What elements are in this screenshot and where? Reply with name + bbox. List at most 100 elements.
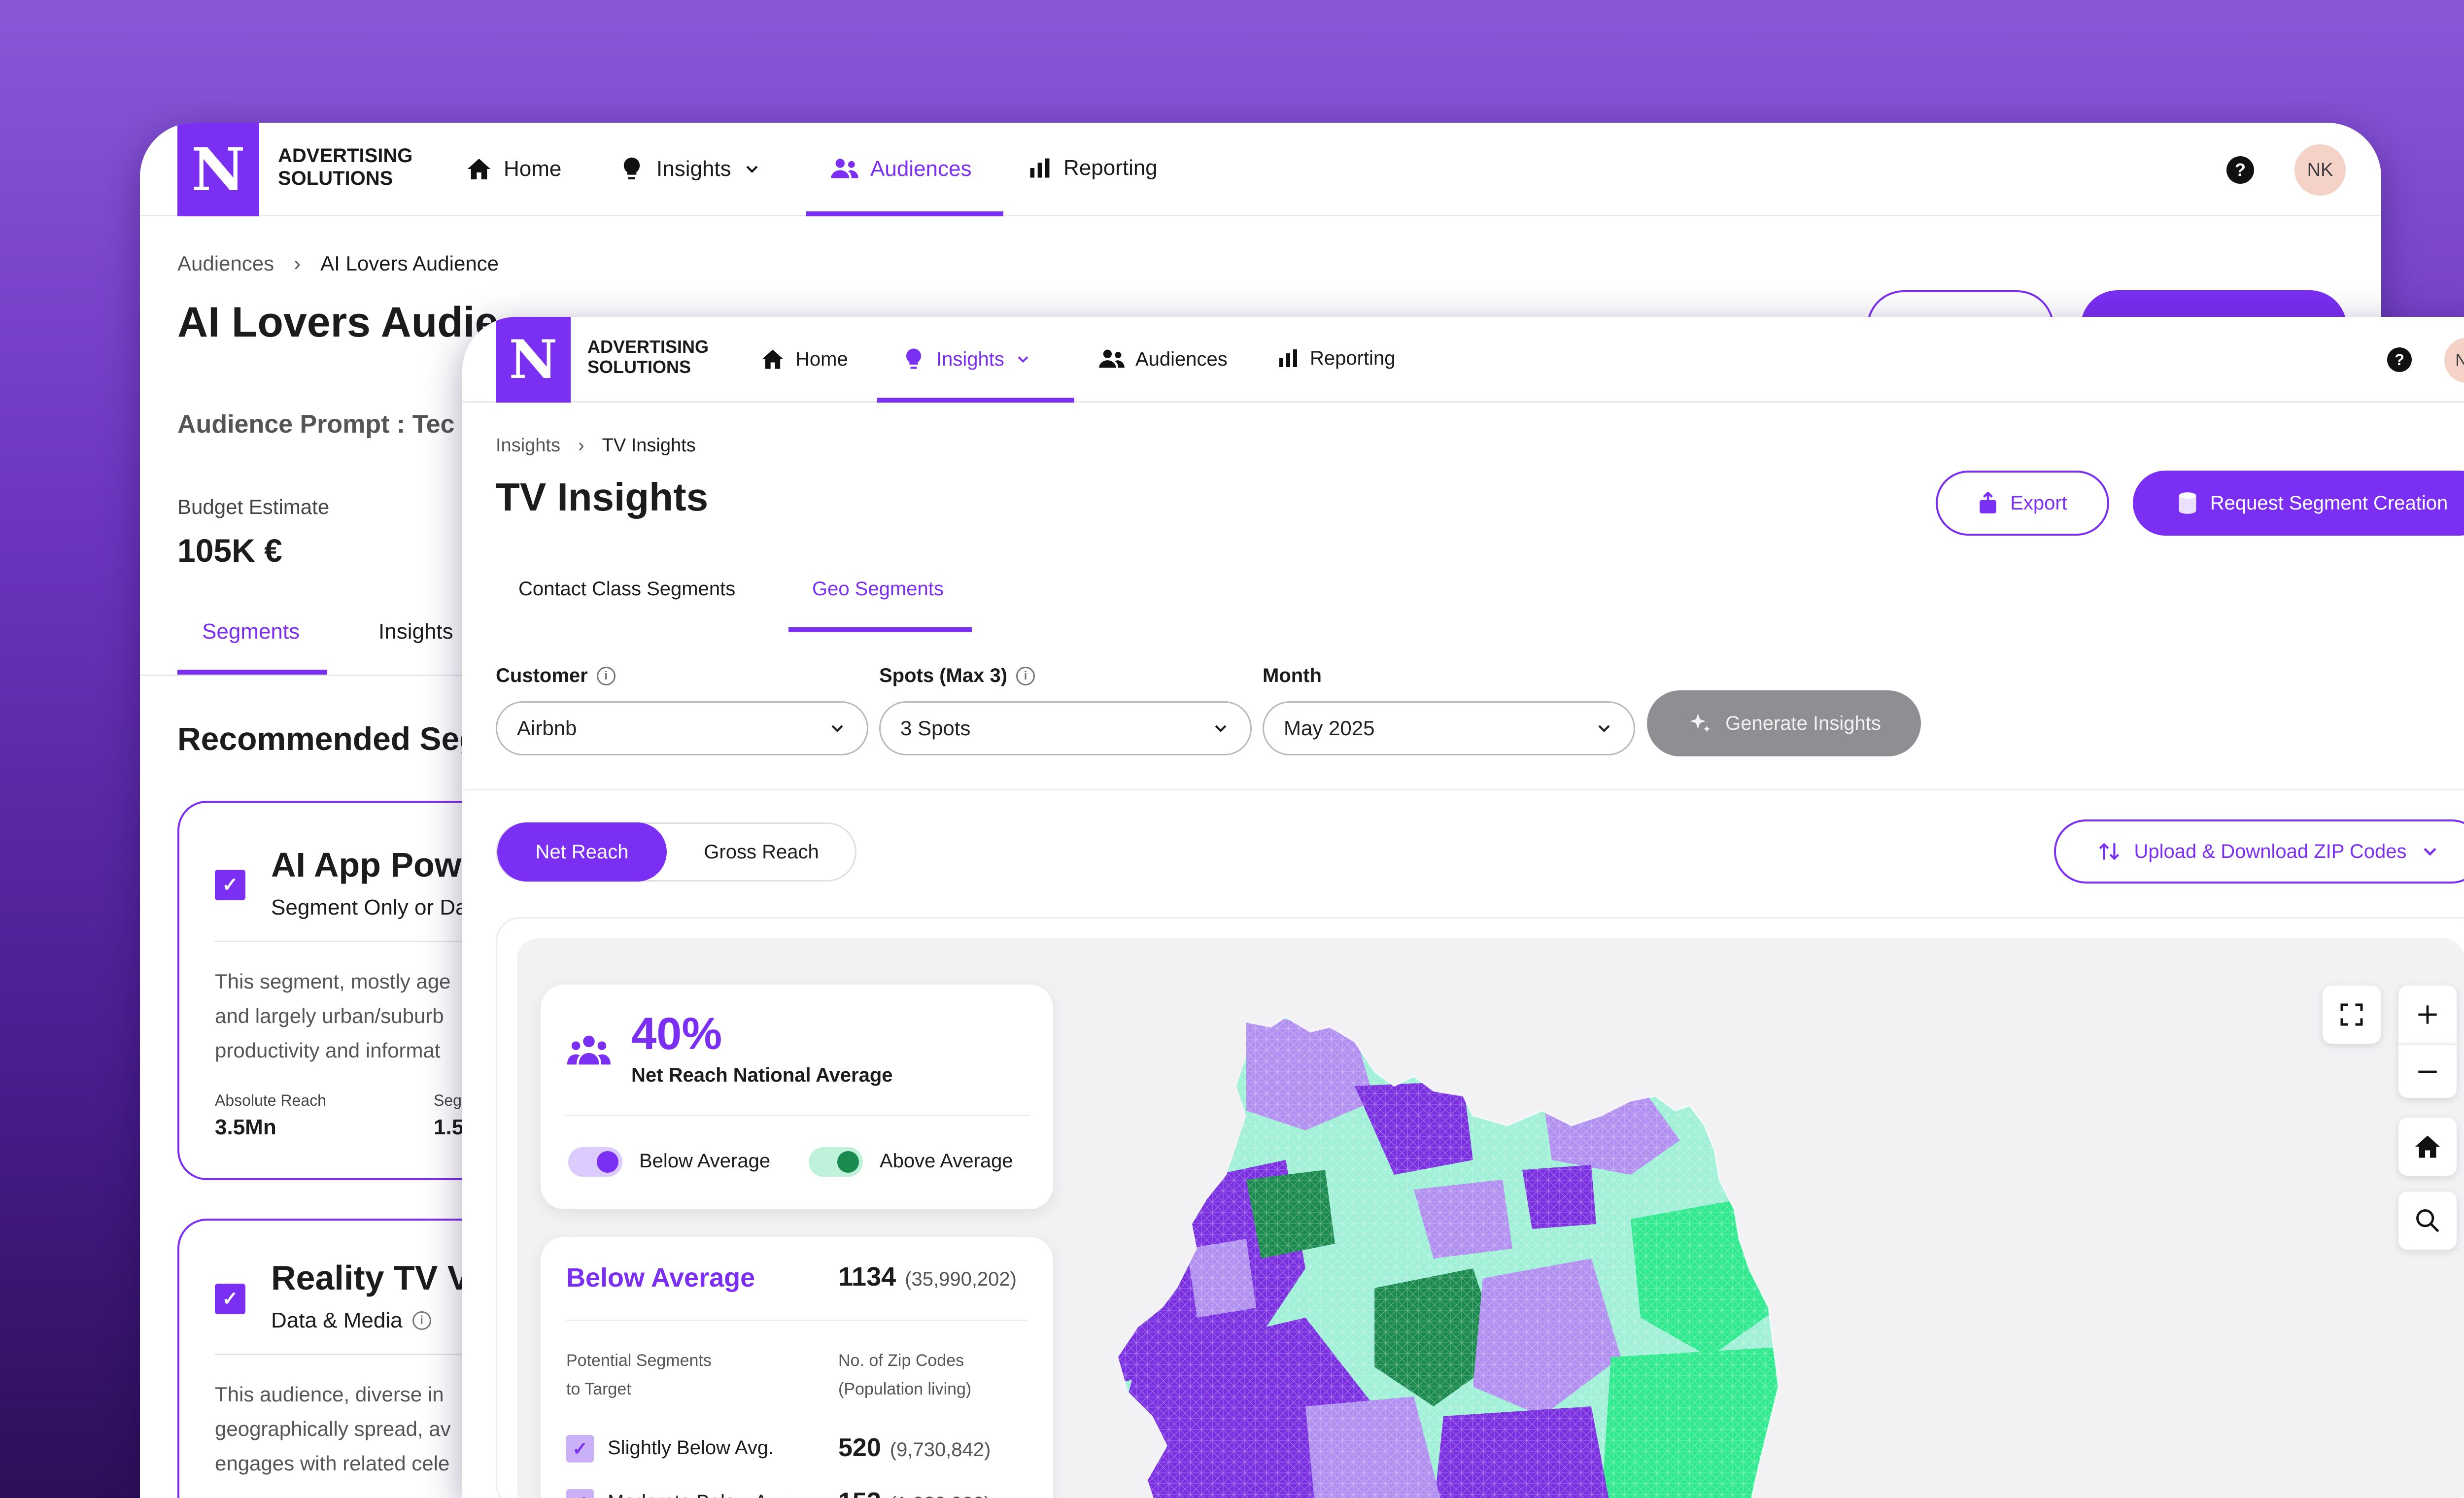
info-icon[interactable]: i — [596, 666, 616, 685]
fullscreen-button[interactable] — [2323, 986, 2381, 1044]
checkbox-checked[interactable]: ✓ — [215, 870, 245, 900]
logo[interactable]: N — [177, 123, 259, 216]
nav-audiences[interactable]: Audiences — [830, 155, 971, 183]
above-average-toggle[interactable] — [809, 1147, 863, 1177]
zoom-in-button[interactable] — [2398, 986, 2457, 1044]
segment-description: This audience, diverse in geographically… — [215, 1377, 451, 1481]
nav-reporting-label: Reporting — [1063, 156, 1158, 180]
breadcrumb-root[interactable]: Audiences — [177, 252, 274, 275]
card-divider — [564, 1115, 1029, 1116]
upload-download-zip-button[interactable]: Upload & Download ZIP Codes — [2054, 819, 2464, 884]
segment-card[interactable]: ✓ Reality TV Vi Data & Media i This audi… — [177, 1219, 658, 1498]
spots-label: Spots (Max 3) i — [879, 665, 1035, 687]
below-average-card: Below Average 1134 (35,990,202) Potentia… — [541, 1237, 1053, 1498]
nav-insights[interactable]: Insights — [901, 346, 1032, 372]
checkbox-checked[interactable]: ✓ — [566, 1489, 594, 1498]
desc-line: engages with related cele — [215, 1452, 450, 1475]
nav-home[interactable]: Home — [465, 155, 561, 183]
brand-line-1: ADVERTISING — [278, 145, 413, 167]
brand-line-2: SOLUTIONS — [587, 357, 691, 377]
top-nav: N ADVERTISING SOLUTIONS Home Insights Au… — [140, 123, 2381, 216]
spots-select[interactable]: 3 Spots — [879, 701, 1252, 755]
map-area[interactable]: 40% Net Reach National Average Below Ave… — [517, 938, 2464, 1498]
request-segment-label: Request Segment Creation — [2210, 492, 2448, 514]
nav-reporting[interactable]: Reporting — [1276, 346, 1395, 370]
avatar[interactable]: NK — [2444, 338, 2464, 383]
checkbox-checked[interactable]: ✓ — [215, 1284, 245, 1314]
lightbulb-icon — [623, 157, 640, 179]
segment-row-count-value: 153 — [838, 1487, 881, 1498]
col-header-zip-codes: No. of Zip Codes (Population living) — [838, 1346, 971, 1403]
nav-reporting[interactable]: Reporting — [1027, 155, 1158, 181]
nav-active-indicator — [806, 211, 1003, 216]
bar-chart-icon — [1279, 349, 1297, 367]
export-button[interactable]: Export — [1936, 471, 2109, 536]
help-icon[interactable]: ? — [2226, 156, 2254, 184]
nav-home[interactable]: Home — [760, 346, 848, 372]
choropleth-map[interactable] — [1098, 1012, 1887, 1498]
gross-reach-tab[interactable]: Gross Reach — [667, 824, 856, 880]
segment-subtitle-text: Data & Media — [271, 1308, 403, 1332]
below-average-toggle[interactable] — [568, 1147, 622, 1177]
desc-line: and largely urban/suburb — [215, 1004, 444, 1027]
chevron-right-icon: › — [294, 252, 301, 275]
net-reach-tab[interactable]: Net Reach — [497, 822, 667, 882]
segment-row-population: (9,730,842) — [890, 1439, 991, 1461]
segment-card[interactable]: ✓ AI App Powe Segment Only or Da This se… — [177, 801, 658, 1180]
info-icon[interactable]: i — [412, 1311, 431, 1330]
segment-row[interactable]: ✓ Slightly Below Avg. 520 (9,730,842) — [566, 1431, 1027, 1465]
segment-row[interactable]: ✓ Moderate Below Avg. 153 (1,920,980) — [566, 1485, 1027, 1498]
nav-insights-label: Insights — [936, 348, 1004, 370]
reach-toggle: Net Reach Gross Reach — [496, 822, 856, 882]
map-search-button[interactable] — [2398, 1192, 2457, 1250]
export-label: Export — [2010, 492, 2067, 514]
plus-icon — [2418, 1005, 2437, 1024]
info-icon[interactable]: i — [1016, 666, 1035, 685]
segment-row-count: 520 (9,730,842) — [838, 1433, 991, 1463]
reach-label: Absolute Reach — [215, 1091, 326, 1109]
tab-segments[interactable]: Segments — [202, 619, 300, 644]
customer-value: Airbnb — [517, 716, 577, 740]
logo[interactable]: N — [496, 317, 571, 403]
spots-value: 3 Spots — [900, 716, 971, 740]
upload-download-label: Upload & Download ZIP Codes — [2134, 840, 2407, 862]
request-segment-button[interactable]: Request Segment Creation — [2133, 471, 2464, 536]
tab-geo-segments[interactable]: Geo Segments — [812, 578, 944, 600]
breadcrumb-root[interactable]: Insights — [496, 435, 560, 456]
desc-line: geographically spread, av — [215, 1417, 451, 1440]
reset-view-button[interactable] — [2398, 1118, 2457, 1176]
net-reach-label: Net Reach — [535, 841, 629, 863]
brand-line-2: SOLUTIONS — [278, 168, 393, 189]
nav-active-indicator — [877, 398, 1074, 403]
recommended-heading: Recommended Seg — [177, 720, 479, 757]
tab-contact-class[interactable]: Contact Class Segments — [518, 578, 736, 600]
customer-select[interactable]: Airbnb — [496, 701, 868, 755]
home-icon — [467, 159, 491, 179]
desc-line: This audience, diverse in — [215, 1383, 444, 1406]
tab-segments-underline — [177, 670, 327, 675]
month-select[interactable]: May 2025 — [1263, 701, 1635, 755]
audience-prompt: Audience Prompt : Tec — [177, 410, 455, 439]
tab-insights[interactable]: Insights — [378, 619, 453, 644]
nav-audiences[interactable]: Audiences — [1098, 346, 1228, 372]
minus-icon — [2418, 1070, 2437, 1073]
breadcrumb: Audiences › AI Lovers Audience — [177, 252, 499, 275]
segment-row-label: Moderate Below Avg. — [608, 1491, 793, 1498]
zoom-out-button[interactable] — [2398, 1044, 2457, 1098]
segment-description: This segment, mostly age and largely urb… — [215, 964, 451, 1068]
help-icon[interactable]: ? — [2387, 347, 2412, 372]
gross-reach-label: Gross Reach — [704, 841, 819, 863]
col-header-line: No. of Zip Codes — [838, 1351, 964, 1370]
nav-audiences-label: Audiences — [870, 157, 972, 181]
generate-insights-button[interactable]: Generate Insights — [1647, 690, 1921, 756]
avatar[interactable]: NK — [2294, 144, 2346, 196]
brand-line-1: ADVERTISING — [587, 337, 709, 357]
budget-value: 105K € — [177, 532, 282, 569]
home-icon — [2415, 1135, 2440, 1158]
reach-value: 3.5Mn — [215, 1115, 276, 1139]
nav-insights[interactable]: Insights — [618, 155, 762, 183]
checkbox-checked[interactable]: ✓ — [566, 1435, 594, 1463]
budget-label: Budget Estimate — [177, 495, 330, 518]
breadcrumb: Insights › TV Insights — [496, 435, 696, 456]
search-icon — [2416, 1209, 2439, 1232]
